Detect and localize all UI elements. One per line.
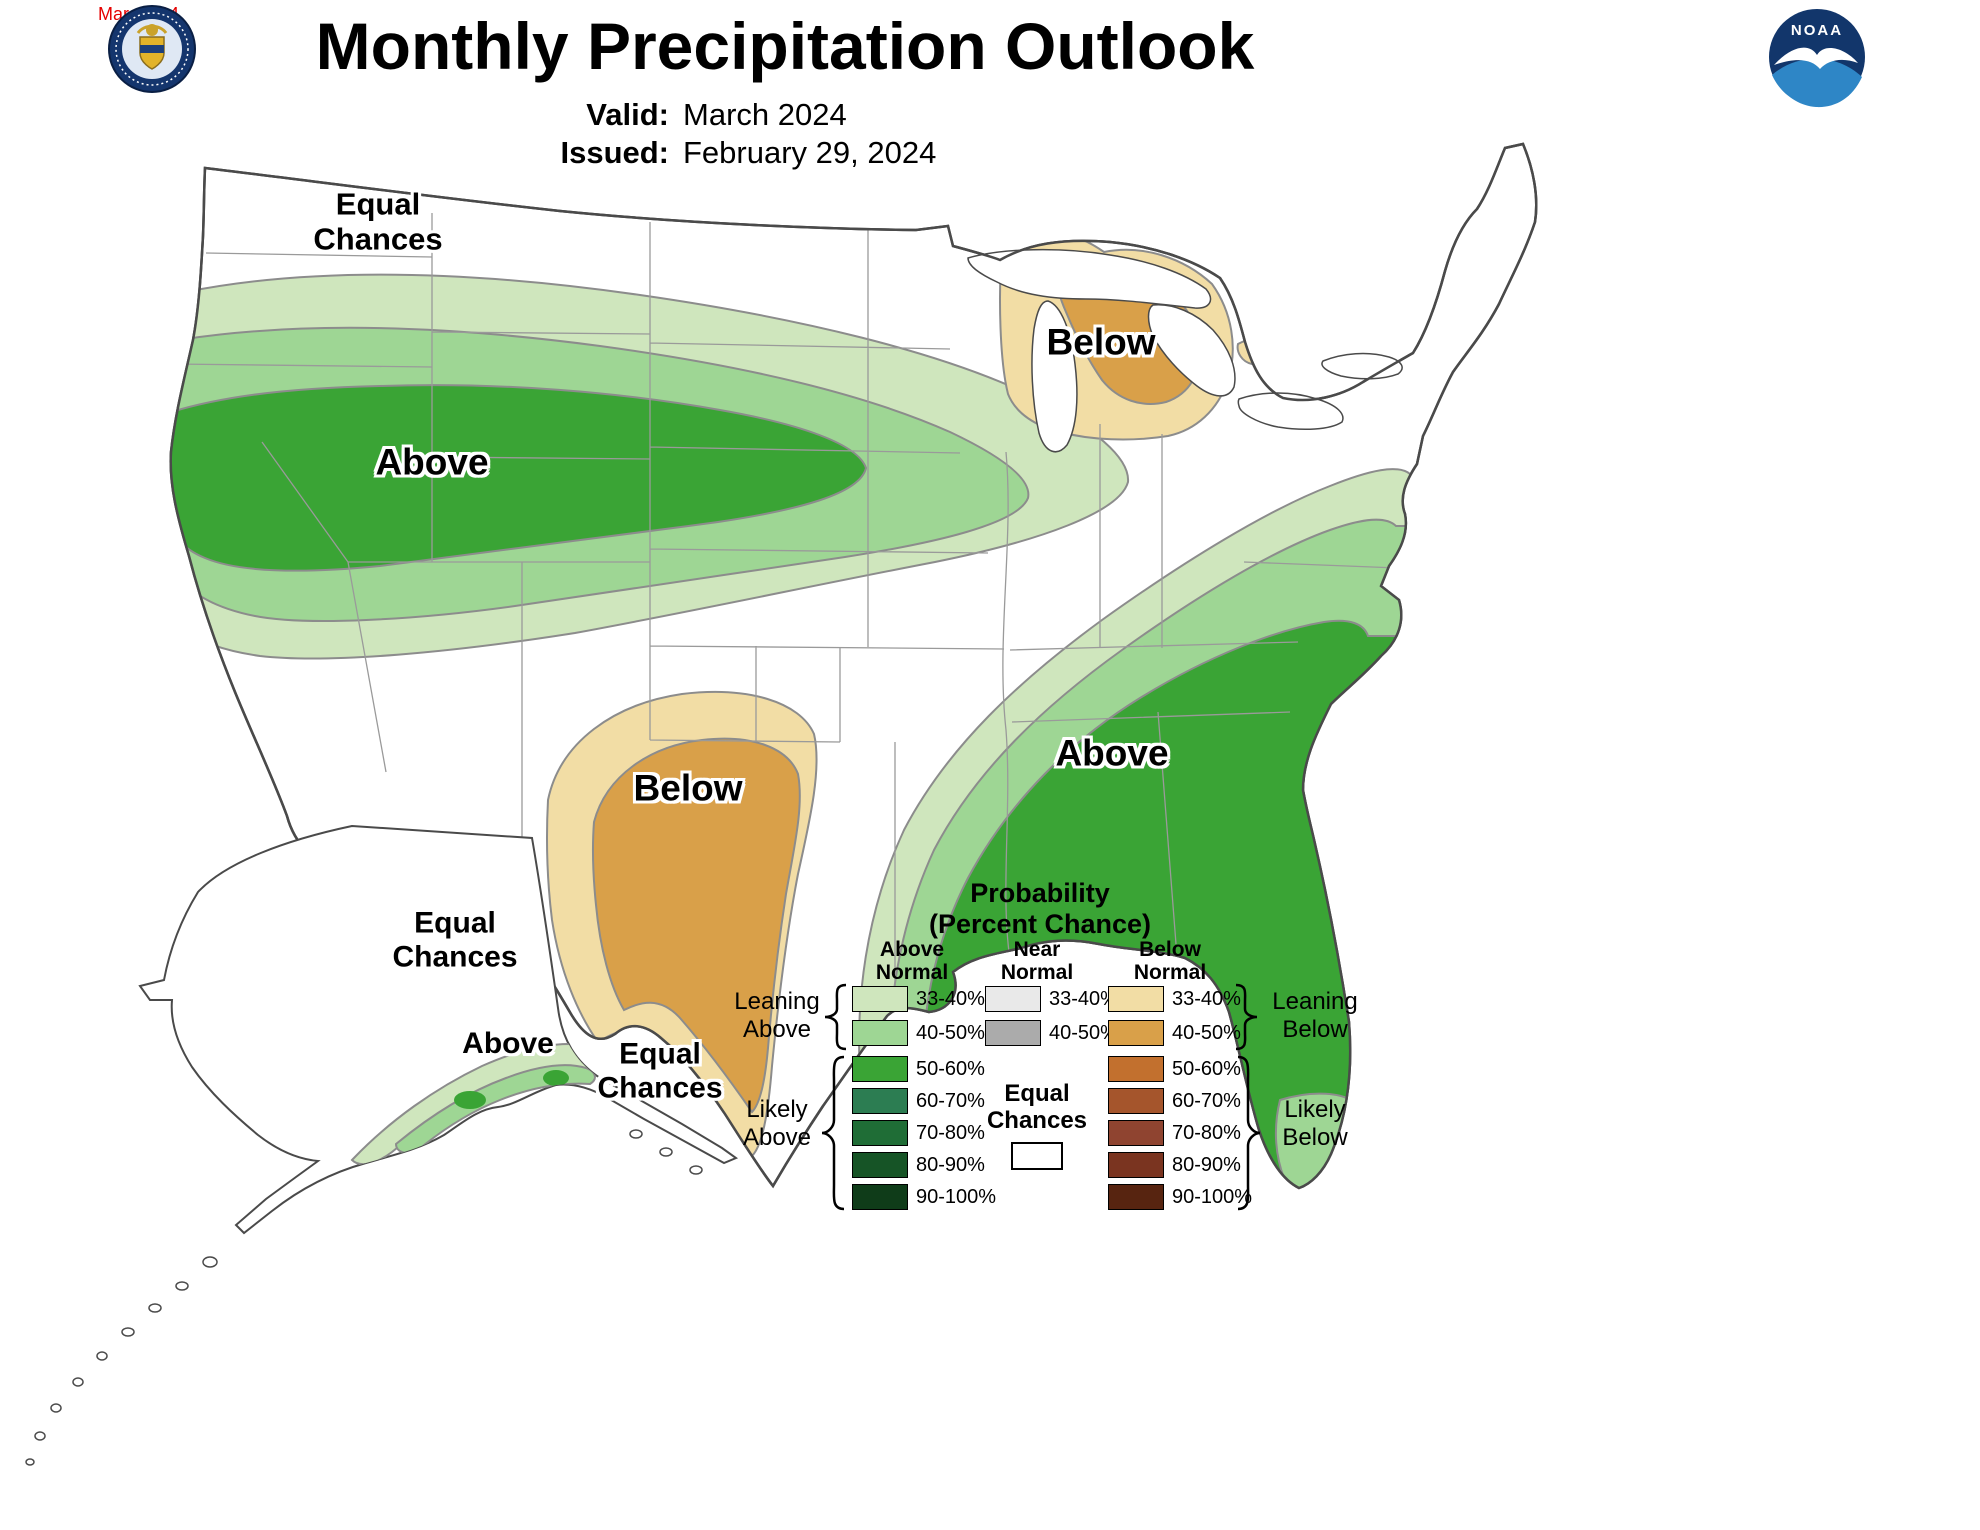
panhandle-islands bbox=[629, 1129, 703, 1175]
noaa-logo: NOAA bbox=[1769, 9, 1865, 108]
color-swatch bbox=[852, 1120, 908, 1146]
valid-value: March 2024 bbox=[683, 97, 847, 132]
legend-equal-chances-label: Equal Chances bbox=[986, 1080, 1088, 1134]
legend-header-near-normal: Near Normal bbox=[1000, 938, 1074, 984]
legend-row-label: 40-50% bbox=[1049, 1021, 1118, 1044]
color-swatch bbox=[1108, 1120, 1164, 1146]
region-ak-above-50-60-a bbox=[454, 1091, 486, 1109]
legend-row-label: 50-60% bbox=[1172, 1057, 1241, 1080]
noaa-logo-text: NOAA bbox=[1791, 22, 1843, 39]
label-se-alaska-equal-chances: Equal Chances bbox=[597, 1037, 723, 1104]
color-swatch bbox=[852, 1184, 908, 1210]
legend-row: 90-100% bbox=[1108, 1184, 1252, 1210]
legend-row-label: 90-100% bbox=[1172, 1185, 1253, 1208]
legend-row: 33-40% bbox=[852, 986, 985, 1012]
color-swatch bbox=[1108, 1088, 1164, 1114]
lake-michigan bbox=[1031, 300, 1078, 453]
color-swatch bbox=[852, 986, 908, 1012]
legend-row: 90-100% bbox=[852, 1184, 996, 1210]
color-swatch bbox=[1108, 1020, 1164, 1046]
legend-row: 33-40% bbox=[1108, 986, 1241, 1012]
noaa-seagull-icon bbox=[1774, 47, 1858, 69]
legend-row: 40-50% bbox=[985, 1020, 1118, 1046]
color-swatch bbox=[985, 1020, 1041, 1046]
great-lakes bbox=[967, 248, 1403, 453]
legend-row: 60-70% bbox=[1108, 1088, 1241, 1114]
legend-row-label: 33-40% bbox=[1172, 987, 1241, 1010]
group-leaning-below: Leaning Below bbox=[1272, 988, 1358, 1043]
legend-row-label: 33-40% bbox=[916, 987, 985, 1010]
color-swatch bbox=[852, 1020, 908, 1046]
label-michigan-below: Below bbox=[1046, 321, 1156, 363]
legend-row-label: 80-90% bbox=[1172, 1153, 1241, 1176]
issued-value: February 29, 2024 bbox=[683, 135, 937, 170]
legend-title: Probability (Percent Chance) bbox=[928, 878, 1152, 939]
legend-header-above-normal: Above Normal bbox=[875, 938, 949, 984]
legend-header-below-normal: Below Normal bbox=[1133, 938, 1207, 984]
brace-leaning-above bbox=[824, 983, 847, 1051]
state-boundaries bbox=[173, 213, 1399, 1016]
brace-leaning-below bbox=[1235, 983, 1258, 1051]
lake-erie bbox=[1237, 392, 1344, 431]
issuance-info: Valid: March 2024 Issued: February 29, 2… bbox=[551, 96, 936, 172]
legend-row-label: 60-70% bbox=[1172, 1089, 1241, 1112]
valid-label: Valid: bbox=[586, 97, 669, 132]
group-leaning-above: Leaning Above bbox=[734, 988, 820, 1043]
commerce-seal bbox=[108, 5, 196, 93]
noaa-wave bbox=[1772, 58, 1862, 108]
region-west-above-50-60 bbox=[170, 384, 868, 572]
legend-row: 40-50% bbox=[852, 1020, 985, 1046]
color-swatch bbox=[852, 1056, 908, 1082]
region-ak-above-50-60-b bbox=[543, 1070, 569, 1086]
label-nw-equal-chances: Equal Chances bbox=[313, 186, 443, 256]
legend-row-label: 90-100% bbox=[916, 1185, 997, 1208]
issued-line: Issued: February 29, 2024 bbox=[551, 134, 936, 172]
legend-row: 50-60% bbox=[852, 1056, 985, 1082]
legend-row-label: 33-40% bbox=[1049, 987, 1118, 1010]
legend-row-label: 60-70% bbox=[916, 1089, 985, 1112]
legend-row-label: 80-90% bbox=[916, 1153, 985, 1176]
color-swatch bbox=[1108, 1056, 1164, 1082]
brace-likely-below bbox=[1237, 1055, 1261, 1211]
legend-row: 80-90% bbox=[1108, 1152, 1241, 1178]
label-southeast-above: Above bbox=[1055, 732, 1169, 774]
aleutian-islands bbox=[25, 1256, 218, 1466]
legend-row: 50-60% bbox=[1108, 1056, 1241, 1082]
label-alaska-equal-chances: Equal Chances bbox=[392, 906, 518, 973]
legend-row: 80-90% bbox=[852, 1152, 985, 1178]
legend-row-label: 70-80% bbox=[1172, 1121, 1241, 1144]
lake-superior bbox=[967, 248, 1212, 309]
issued-label: Issued: bbox=[560, 135, 669, 170]
color-swatch bbox=[1108, 986, 1164, 1012]
group-likely-below: Likely Below bbox=[1282, 1096, 1348, 1151]
page-title: Monthly Precipitation Outlook bbox=[315, 9, 1255, 83]
legend-row-label: 50-60% bbox=[916, 1057, 985, 1080]
legend-row: 70-80% bbox=[852, 1120, 985, 1146]
color-swatch bbox=[1108, 1184, 1164, 1210]
group-likely-above: Likely Above bbox=[742, 1096, 812, 1151]
legend-row: 60-70% bbox=[852, 1088, 985, 1114]
lake-ontario bbox=[1321, 352, 1403, 380]
color-swatch bbox=[852, 1152, 908, 1178]
brace-likely-above bbox=[821, 1055, 845, 1211]
label-alaska-above: Above bbox=[462, 1027, 554, 1061]
legend-row-label: 70-80% bbox=[916, 1121, 985, 1144]
legend-row: 40-50% bbox=[1108, 1020, 1241, 1046]
label-west-above: Above bbox=[375, 441, 489, 483]
legend-row: 33-40% bbox=[985, 986, 1118, 1012]
color-swatch bbox=[1108, 1152, 1164, 1178]
region-texas-below-40-50 bbox=[591, 737, 801, 1114]
label-texas-below: Below bbox=[633, 767, 743, 809]
legend-row-label: 40-50% bbox=[916, 1021, 985, 1044]
lake-huron bbox=[1147, 304, 1236, 397]
valid-line: Valid: March 2024 bbox=[551, 96, 936, 134]
color-swatch bbox=[985, 986, 1041, 1012]
color-swatch bbox=[852, 1088, 908, 1114]
legend-row-label: 40-50% bbox=[1172, 1021, 1241, 1044]
equal-chances-swatch bbox=[1011, 1142, 1063, 1170]
legend-row: 70-80% bbox=[1108, 1120, 1241, 1146]
